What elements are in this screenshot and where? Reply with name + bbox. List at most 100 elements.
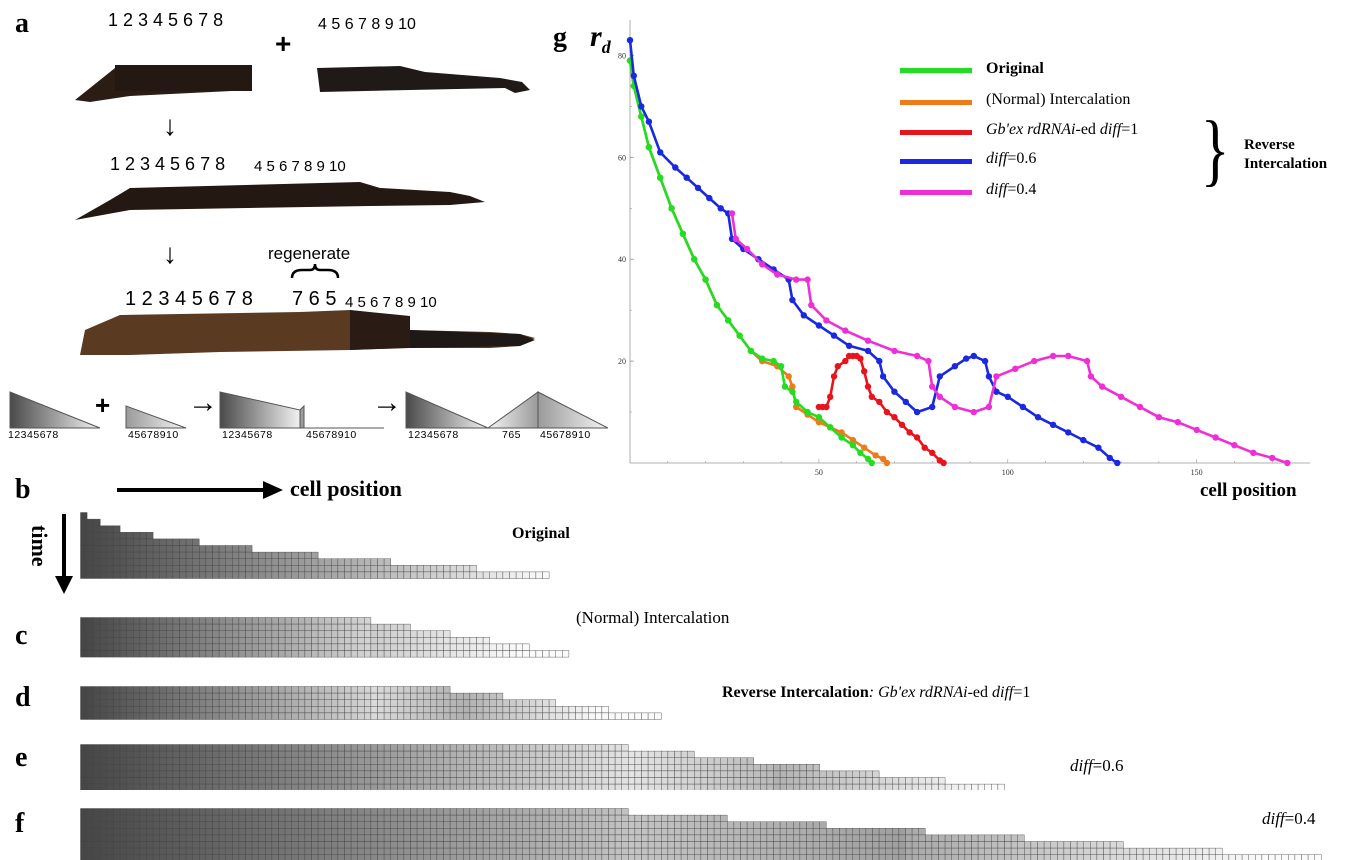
grid-cell <box>317 686 325 694</box>
grid-cell <box>232 834 240 842</box>
grid-cell <box>218 777 226 785</box>
grid-cell <box>271 623 279 631</box>
data-point <box>1049 421 1057 428</box>
grid-cell <box>80 692 88 700</box>
grid-cell <box>397 692 405 700</box>
grid-cell <box>258 565 266 573</box>
grid-cell <box>119 558 127 566</box>
grid-cell <box>350 630 358 638</box>
grid-cell <box>390 650 398 658</box>
grid-cell <box>410 712 418 720</box>
grid-cell <box>878 828 886 836</box>
grid-cell <box>284 551 292 559</box>
grid-cell <box>548 847 556 855</box>
grid-cell <box>133 623 141 631</box>
grid-cell <box>119 686 127 694</box>
grid-cell <box>278 828 286 836</box>
grid-cell <box>232 692 240 700</box>
grid-cell <box>119 630 127 638</box>
grid-cell <box>852 841 860 849</box>
grid-cell <box>271 699 279 707</box>
grid-cell <box>430 847 438 855</box>
grid-cell <box>225 565 233 573</box>
grid-cell <box>832 783 840 790</box>
grid-cell <box>271 744 279 752</box>
grid-cell <box>449 841 457 849</box>
grid-cell <box>152 706 160 714</box>
grid-cell <box>133 841 141 849</box>
grid-cell <box>522 834 530 842</box>
grid-cell <box>278 770 286 778</box>
grid-cell <box>542 706 550 714</box>
grid-cell <box>529 814 537 822</box>
grid-cell <box>324 828 332 836</box>
grid-cell <box>984 854 992 860</box>
grid-cell <box>482 828 490 836</box>
grid-cell <box>680 847 688 855</box>
grid-cell <box>126 750 134 758</box>
grid-cell <box>529 650 537 658</box>
grid-cell <box>232 637 240 645</box>
grid-cell <box>812 770 820 778</box>
grid-cell <box>502 854 510 860</box>
data-point <box>868 393 875 400</box>
grid-cell <box>166 692 174 700</box>
grid-cell <box>238 558 246 566</box>
grid-cell <box>251 686 259 694</box>
grid-cell <box>152 770 160 778</box>
grid-cell <box>146 643 154 651</box>
grid-cell <box>443 571 451 579</box>
grid-cell <box>938 783 946 790</box>
data-point <box>936 393 943 400</box>
grid-cell <box>238 828 246 836</box>
grid-cell <box>423 571 431 579</box>
grid-cell <box>496 854 504 860</box>
grid-cell <box>225 777 233 785</box>
data-point <box>929 449 936 456</box>
data-point <box>823 317 830 324</box>
grid-cell <box>819 828 827 836</box>
grid-cell <box>238 545 246 553</box>
grid-cell <box>430 744 438 752</box>
grid-cell <box>390 712 398 720</box>
grid-cell <box>628 814 636 822</box>
grid-cell <box>225 551 233 559</box>
grid-cell <box>529 699 537 707</box>
grid-cell <box>80 565 88 573</box>
grid-cell <box>350 706 358 714</box>
grid-cell <box>727 834 735 842</box>
grid-cell <box>218 841 226 849</box>
data-point <box>706 194 713 202</box>
grid-cell <box>502 770 510 778</box>
grid-cell <box>278 551 286 559</box>
grid-cell <box>265 617 273 625</box>
grid-cell <box>760 783 768 790</box>
grid-cell <box>535 777 543 785</box>
grid-cell <box>126 565 134 573</box>
grid-cell <box>225 692 233 700</box>
grid-cell <box>179 545 187 553</box>
grid-cell <box>727 777 735 785</box>
grid-cell <box>390 828 398 836</box>
grid-cell <box>509 828 517 836</box>
grid-cell <box>733 764 741 772</box>
grid-cell <box>311 706 319 714</box>
grid-cell <box>126 777 134 785</box>
grid-cell <box>337 712 345 720</box>
grid-cell <box>344 847 352 855</box>
grid-cell <box>390 757 398 765</box>
grid-cell <box>357 814 365 822</box>
grid-cell <box>443 757 451 765</box>
grid-cell <box>80 847 88 855</box>
grid-cell <box>225 617 233 625</box>
grid-cell <box>364 623 372 631</box>
grid-cell <box>232 643 240 651</box>
grid-cell <box>80 757 88 765</box>
grid-cell <box>304 750 312 758</box>
grid-cell <box>469 637 477 645</box>
grid-cell <box>456 828 464 836</box>
grid-cell <box>265 650 273 658</box>
grid-cell <box>350 834 358 842</box>
grid-cell <box>416 770 424 778</box>
grid-cell <box>298 764 306 772</box>
